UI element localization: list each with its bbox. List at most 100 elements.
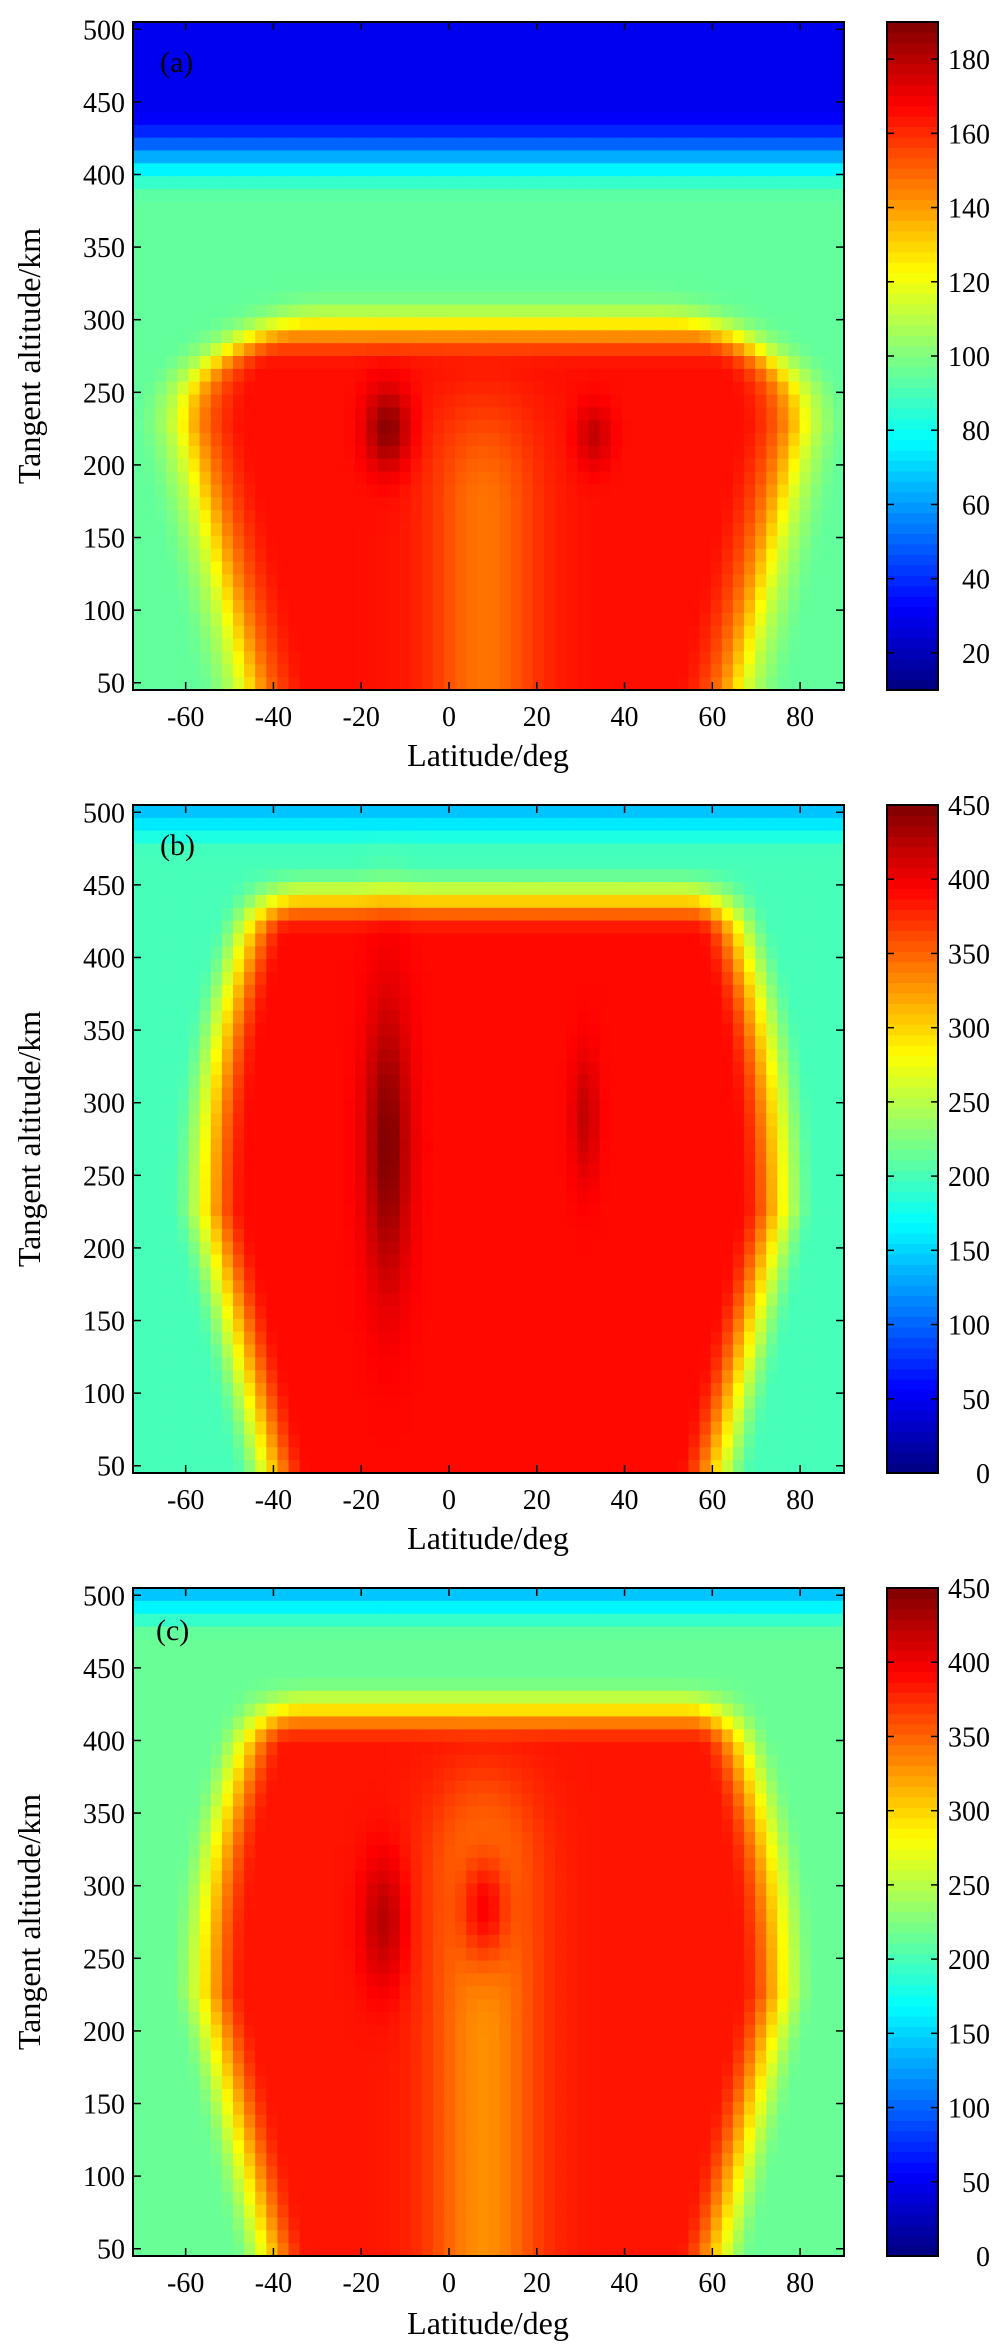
heatmap-cell (810, 343, 823, 357)
heatmap-cell (732, 317, 745, 331)
heatmap-cell (344, 356, 356, 370)
heatmap-cell (755, 240, 767, 254)
heatmap-cell (166, 817, 179, 832)
heatmap-cell (377, 817, 390, 832)
heatmap-cell (521, 176, 534, 190)
heatmap-cell (466, 651, 478, 665)
heatmap-cell (644, 471, 656, 486)
heatmap-cell (388, 343, 401, 357)
heatmap-cell (610, 1036, 623, 1050)
heatmap-cell (466, 869, 478, 883)
heatmap-cell (799, 587, 812, 601)
heatmap-cell (677, 47, 690, 62)
heatmap-cell (555, 933, 567, 947)
heatmap-cell (588, 587, 601, 601)
heatmap-cell (655, 920, 667, 935)
heatmap-cell (432, 34, 445, 49)
heatmap-cell (532, 47, 545, 62)
heatmap-cell (210, 150, 223, 164)
heatmap-cell (821, 1061, 834, 1076)
heatmap-cell (477, 561, 490, 575)
heatmap-cell (477, 420, 490, 434)
heatmap-cell (610, 843, 623, 857)
heatmap-cell (710, 817, 723, 832)
heatmap-cell (799, 214, 812, 229)
heatmap-cell (477, 137, 490, 152)
heatmap-cell (421, 677, 434, 691)
heatmap-cell (599, 651, 612, 665)
heatmap-cell (266, 394, 279, 408)
colorbar-swatch (887, 199, 938, 211)
heatmap-cell (699, 227, 712, 241)
heatmap-cell (821, 843, 834, 857)
heatmap-cell (310, 843, 323, 857)
heatmap-cell (455, 163, 467, 177)
heatmap-cell (566, 201, 578, 216)
heatmap-cell (421, 189, 434, 203)
heatmap-cell (755, 343, 767, 357)
heatmap-cell (399, 214, 412, 229)
heatmap-cell (810, 368, 823, 383)
heatmap-cell (444, 471, 456, 486)
heatmap-cell (666, 548, 678, 563)
heatmap-cell (321, 433, 334, 447)
heatmap-cell (199, 111, 212, 126)
heatmap-cell (355, 972, 367, 986)
heatmap-cell (677, 458, 690, 473)
heatmap-cell (321, 600, 334, 614)
heatmap-cell (277, 407, 290, 421)
heatmap-cell (710, 343, 723, 357)
heatmap-cell (666, 484, 678, 498)
heatmap-cell (299, 407, 312, 421)
heatmap-cell (532, 394, 545, 408)
heatmap-cell (810, 946, 823, 960)
heatmap-cell (388, 497, 401, 511)
heatmap-cell (477, 381, 490, 396)
heatmap-cell (155, 933, 167, 947)
heatmap-cell (499, 805, 512, 819)
heatmap-cell (410, 214, 423, 229)
heatmap-cell (177, 189, 190, 203)
heatmap-cell (666, 163, 678, 177)
heatmap-cell (277, 445, 290, 460)
heatmap-cell (321, 356, 334, 370)
heatmap-cell (355, 535, 367, 550)
heatmap-cell (588, 60, 601, 74)
heatmap-cell (766, 34, 778, 49)
heatmap-cell (644, 433, 656, 447)
heatmap-cell (466, 612, 478, 627)
heatmap-cell (599, 1087, 612, 1102)
heatmap-cell (655, 189, 667, 203)
heatmap-cell (599, 458, 612, 473)
heatmap-cell (632, 150, 645, 164)
heatmap-cell (466, 137, 478, 152)
heatmap-cell (766, 856, 778, 870)
heatmap-cell (788, 510, 801, 524)
heatmap-cell (655, 471, 667, 486)
heatmap-cell (821, 266, 834, 280)
heatmap-cell (766, 343, 778, 357)
heatmap-cell (766, 291, 778, 306)
heatmap-cell (288, 574, 301, 588)
heatmap-cell (599, 535, 612, 550)
heatmap-cell (344, 843, 356, 857)
heatmap-cell (521, 612, 534, 627)
heatmap-cell (499, 1061, 512, 1076)
heatmap-cell (521, 420, 534, 434)
heatmap-cell (621, 1036, 634, 1050)
heatmap-cell (488, 523, 501, 537)
heatmap-cell (632, 111, 645, 126)
heatmap-cell (721, 124, 734, 139)
heatmap-cell (144, 227, 156, 241)
heatmap-cell (388, 420, 401, 434)
heatmap-cell (144, 163, 156, 177)
heatmap-cell (399, 907, 412, 922)
heatmap-cell (499, 445, 512, 460)
heatmap-cell (344, 317, 356, 331)
heatmap-cell (744, 420, 756, 434)
x-axis-label-a: Latitude/deg (407, 737, 569, 773)
colorbar-swatch (887, 491, 938, 503)
heatmap-cell (210, 176, 223, 190)
heatmap-cell (221, 1036, 234, 1050)
heatmap-cell (555, 856, 567, 870)
